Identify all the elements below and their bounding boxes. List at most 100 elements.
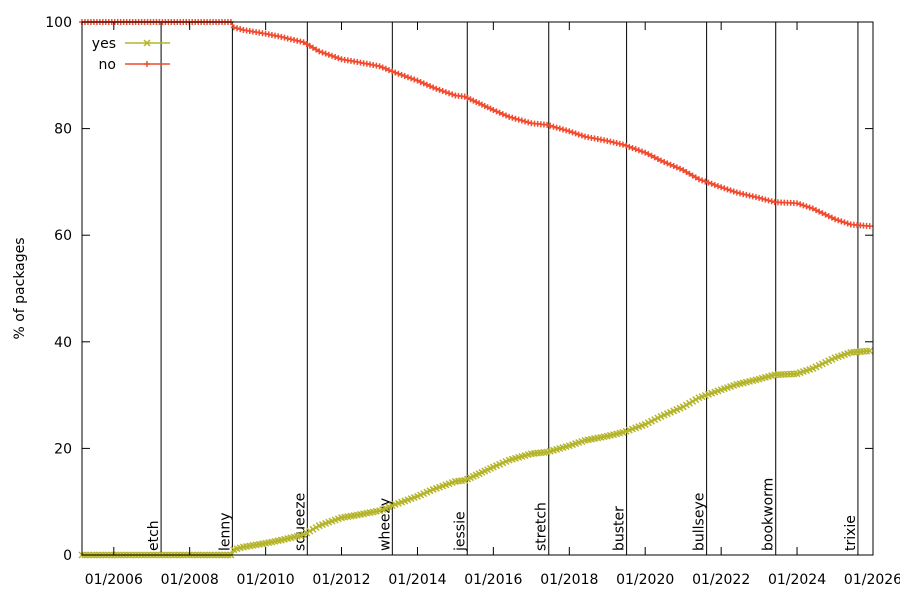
- data-point: [699, 177, 706, 184]
- data-point: [328, 52, 335, 59]
- data-point: [759, 195, 766, 202]
- data-point: [657, 157, 664, 164]
- data-point: [866, 223, 873, 230]
- data-point: [427, 83, 434, 90]
- data-point: [737, 190, 744, 197]
- data-point: [287, 36, 294, 43]
- data-point: [502, 112, 509, 119]
- x-tick-label: 01/2024: [768, 572, 826, 588]
- release-label: lenny: [217, 512, 233, 551]
- x-tick-label: 01/2022: [692, 572, 750, 588]
- data-point: [439, 87, 446, 94]
- legend: yes no: [92, 36, 170, 73]
- data-point: [645, 151, 652, 158]
- data-point: [559, 126, 566, 133]
- data-point: [376, 63, 383, 70]
- data-point: [727, 187, 734, 194]
- data-point: [547, 122, 554, 129]
- data-point: [332, 54, 339, 61]
- data-point: [642, 149, 649, 156]
- data-point: [708, 180, 715, 187]
- data-point: [411, 76, 418, 83]
- data-point: [306, 42, 313, 49]
- data-point: [866, 347, 874, 355]
- data-point: [822, 211, 829, 218]
- data-point: [294, 37, 301, 44]
- data-point: [509, 114, 516, 121]
- data-point: [433, 85, 440, 92]
- data-point: [752, 194, 759, 201]
- data-point: [496, 109, 503, 116]
- data-point: [661, 158, 668, 165]
- data-point: [733, 189, 740, 196]
- y-tick-label: 20: [54, 441, 72, 457]
- data-point: [705, 179, 712, 186]
- data-point: [743, 191, 750, 198]
- data-point: [714, 183, 721, 190]
- data-point: [470, 97, 477, 104]
- data-point: [379, 64, 386, 71]
- legend-label-yes: yes: [92, 36, 116, 52]
- data-point: [651, 154, 658, 161]
- data-point: [813, 207, 820, 214]
- data-point: [515, 116, 522, 123]
- data-point: [578, 132, 585, 139]
- data-point: [300, 39, 307, 46]
- data-point: [473, 98, 480, 105]
- release-label: etch: [146, 520, 162, 551]
- data-point: [680, 167, 687, 174]
- data-point: [803, 203, 810, 210]
- x-tick-label: 01/2026: [844, 572, 900, 588]
- data-point: [835, 217, 842, 224]
- release-label: bookworm: [761, 478, 777, 551]
- y-axis-label: % of packages: [12, 237, 28, 339]
- data-point: [303, 41, 310, 48]
- legend-label-no: no: [99, 57, 116, 73]
- data-point: [449, 91, 456, 98]
- release-label: squeeze: [292, 493, 308, 551]
- data-point: [718, 184, 725, 191]
- data-point: [768, 198, 775, 205]
- data-point: [478, 101, 485, 108]
- data-point: [234, 25, 241, 32]
- data-point: [417, 79, 424, 86]
- release-label: trixie: [843, 515, 859, 551]
- data-point: [230, 24, 237, 31]
- x-tick-label: 01/2016: [464, 572, 522, 588]
- data-point: [765, 197, 772, 204]
- release-label: jessie: [452, 511, 468, 552]
- data-point: [389, 68, 396, 75]
- data-point: [806, 204, 813, 211]
- data-point: [322, 50, 329, 57]
- data-point: [442, 89, 449, 96]
- data-point: [420, 80, 427, 87]
- data-point: [794, 200, 801, 207]
- data-point: [670, 163, 677, 170]
- data-point: [291, 36, 298, 43]
- data-point: [522, 118, 529, 125]
- data-point: [721, 185, 728, 192]
- data-point: [481, 102, 488, 109]
- x-tick-label: 01/2010: [237, 572, 295, 588]
- data-point: [673, 164, 680, 171]
- data-point: [563, 127, 570, 134]
- data-point: [566, 128, 573, 135]
- data-point: [487, 105, 494, 112]
- data-point: [677, 165, 684, 172]
- data-point: [446, 90, 453, 97]
- data-point: [575, 131, 582, 138]
- data-point: [683, 168, 690, 175]
- data-point: [639, 148, 646, 155]
- data-point: [392, 69, 399, 76]
- data-point: [284, 35, 291, 42]
- data-point: [556, 125, 563, 132]
- data-point: [756, 194, 763, 201]
- release-lines: etch lenny squeeze wheezy jessie stretch buste…: [146, 22, 859, 555]
- data-point: [404, 74, 411, 81]
- data-point: [414, 77, 421, 84]
- axis-ticks: 0 20 40 60 80 100 01/2006 01/2008 01/2010 01/2012…: [45, 15, 900, 588]
- series-no: [79, 19, 873, 230]
- data-point: [648, 152, 655, 159]
- data-point: [544, 121, 551, 128]
- data-point: [816, 208, 823, 215]
